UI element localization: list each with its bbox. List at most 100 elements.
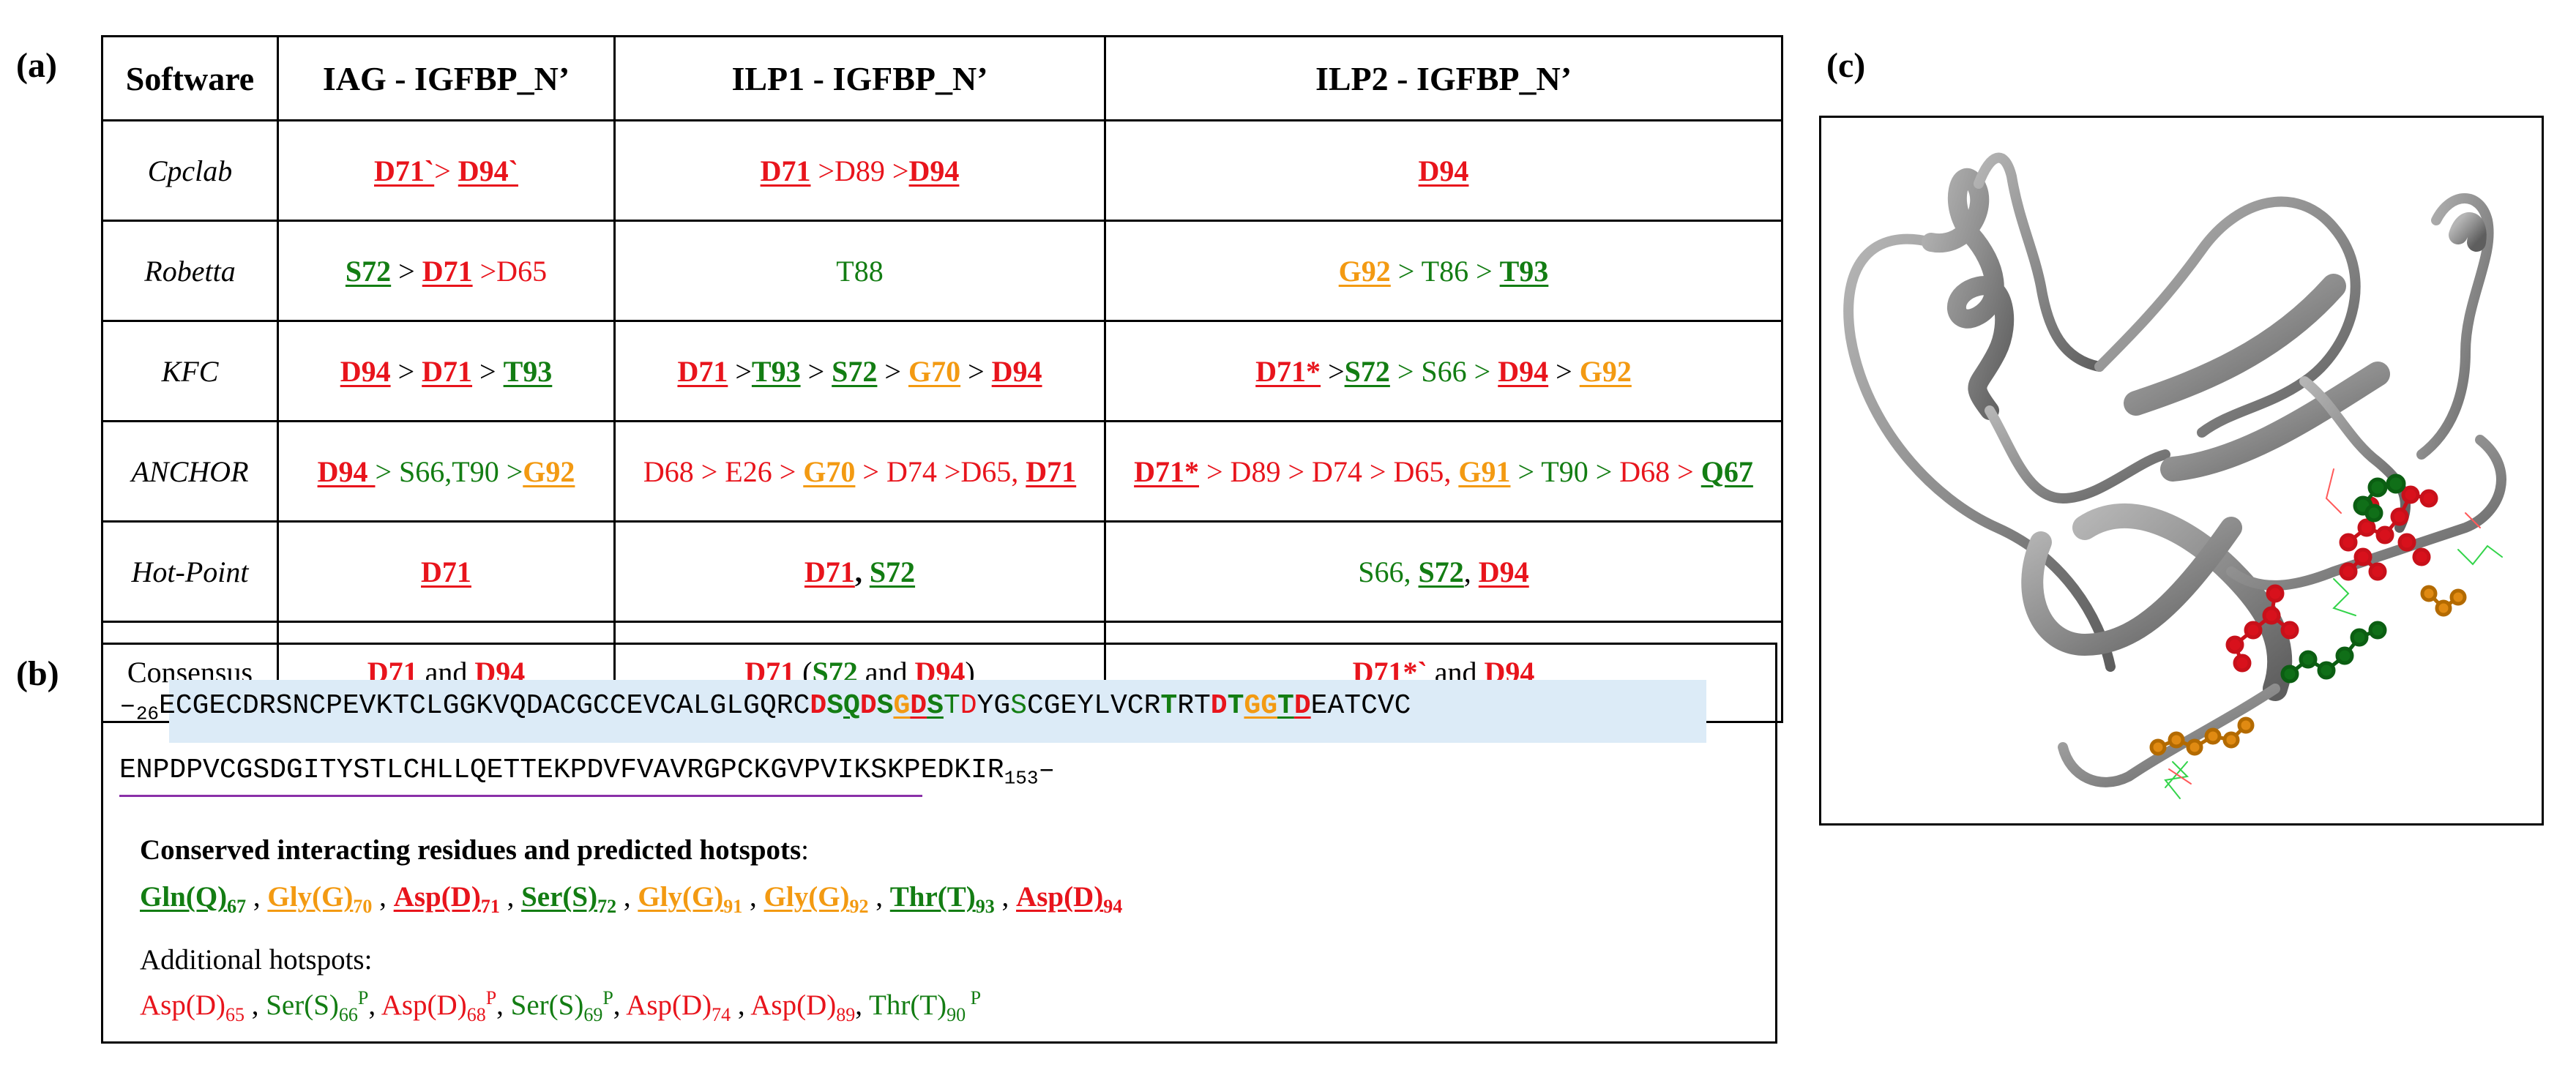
- text-segment: Asp(D): [1016, 881, 1104, 913]
- text-segment: 92: [849, 895, 869, 917]
- hotspot-cell-ilp2: D94: [1104, 119, 1783, 222]
- text-segment: –: [119, 690, 136, 722]
- text-segment: ,: [855, 989, 870, 1021]
- text-segment: > S66 >: [1389, 354, 1498, 388]
- additional-title: Additional hotspots:: [140, 944, 373, 976]
- text-segment: Asp(D): [393, 881, 481, 913]
- hotspot-cell-ilp1: T88: [613, 220, 1106, 322]
- software-name-cell: Hot-Point: [101, 520, 279, 623]
- text-segment: D94: [908, 154, 960, 187]
- ribbon-backbone: [1843, 152, 2506, 787]
- text-segment: ,: [731, 989, 751, 1021]
- text-segment: S72: [345, 254, 392, 288]
- text-segment: 94: [1103, 895, 1123, 917]
- text-segment: Asp(D): [140, 989, 225, 1021]
- text-segment: T: [1277, 690, 1294, 722]
- text-segment: D71: [804, 555, 855, 588]
- additional-hotspots-list: Asp(D)65 , Ser(S)66P, Asp(D)68P, Ser(S)6…: [140, 987, 981, 1026]
- text-segment: G70: [908, 354, 961, 388]
- text-segment: D: [1210, 690, 1228, 722]
- software-name-cell: Robetta: [101, 220, 279, 322]
- text-segment: Gly(G): [267, 881, 354, 913]
- hotspot-cell-iag: S72 > D71 >D65: [277, 220, 616, 322]
- text-segment: D94: [317, 454, 376, 488]
- text-segment: Gln(Q): [140, 881, 228, 913]
- text-segment: S: [927, 690, 944, 722]
- hotspot-side-chains: [2149, 468, 2503, 799]
- text-segment: >: [960, 354, 992, 388]
- text-segment: ,: [372, 881, 394, 913]
- text-segment: Asp(D): [381, 989, 467, 1021]
- text-segment: >: [800, 354, 832, 388]
- text-segment: ,: [854, 555, 870, 588]
- text-segment: D: [859, 690, 877, 722]
- text-segment: 89: [836, 1003, 856, 1025]
- software-name-cell: ANCHOR: [101, 420, 279, 523]
- text-segment: G92: [523, 454, 575, 488]
- text-segment: 93: [975, 895, 995, 917]
- text-segment: D94: [1478, 555, 1529, 588]
- software-name-cell: KFC: [101, 320, 279, 422]
- text-segment: 66: [338, 1003, 358, 1025]
- text-segment: D71: [422, 354, 473, 388]
- text-segment: Asp(D): [750, 989, 837, 1021]
- ser-thr-gln-residues: [2280, 474, 2406, 684]
- conserved-title: Conserved interacting residues and predi…: [140, 834, 810, 866]
- gly-residues: [2149, 585, 2467, 756]
- text-segment: ,: [244, 989, 266, 1021]
- text-segment: ,: [496, 989, 511, 1021]
- hotspot-cell-ilp1: D71, S72: [613, 520, 1106, 623]
- panel-label-a: (a): [16, 46, 57, 85]
- text-segment: Ser(S): [510, 989, 584, 1021]
- text-segment: Q: [843, 690, 860, 722]
- text-segment: Gly(G): [638, 881, 724, 913]
- panel-label-b: (b): [16, 654, 59, 693]
- text-segment: T: [1160, 690, 1178, 722]
- text-segment: Ser(S): [521, 881, 598, 913]
- structure-panel: [1819, 116, 2544, 826]
- text-segment: T: [943, 690, 960, 722]
- text-segment: Q67: [1700, 454, 1753, 488]
- software-name-cell: Cpclab: [101, 119, 279, 222]
- text-segment: D71: [677, 354, 728, 388]
- hotspot-cell-ilp1: D71 >T93 > S72 > G70 > D94: [613, 320, 1106, 422]
- text-segment: S: [826, 690, 844, 722]
- text-segment: D71: [1026, 454, 1077, 488]
- text-segment: > D89 > D74 > D65,: [1199, 454, 1459, 488]
- text-segment: Thr(T): [889, 881, 976, 913]
- text-segment: T93: [1499, 254, 1549, 288]
- text-segment: P: [602, 987, 613, 1008]
- panel-label-c: (c): [1826, 46, 1866, 85]
- text-segment: S72: [1344, 354, 1390, 388]
- text-segment: >: [1321, 354, 1345, 388]
- text-segment: D: [910, 690, 927, 722]
- text-segment: P: [966, 987, 982, 1008]
- text-segment: >: [877, 354, 908, 388]
- hotspot-cell-ilp1: D68 > E26 > G70 > D74 >D65, D71: [613, 420, 1106, 523]
- table-row: ANCHOR D94 > S66,T90 >G92 D68 > E26 > G70 …: [101, 420, 1783, 523]
- text-segment: CGEYLVCR: [1026, 690, 1161, 722]
- text-segment: 74: [712, 1003, 731, 1025]
- text-segment: GG: [1244, 690, 1278, 722]
- text-segment: G91: [1458, 454, 1511, 488]
- text-segment: ,: [868, 881, 890, 913]
- sequence-highlight: [169, 680, 1706, 743]
- table-row: KFC D94 > D71 > T93 D71 >T93 > S72 > G70 >…: [101, 320, 1783, 422]
- text-segment: Thr(T): [869, 989, 947, 1021]
- text-segment: G: [893, 690, 911, 722]
- header-ilp2: ILP2 - IGFBP_N’: [1104, 35, 1783, 121]
- header-software: Software: [101, 35, 279, 121]
- text-segment: 91: [723, 895, 743, 917]
- text-segment: >: [434, 154, 458, 187]
- sequence-panel: –26ECGECDRSNCPEVKTCLGGKVQDACGCCEVCALGLGQ…: [101, 643, 1777, 1044]
- text-segment: D: [960, 690, 977, 722]
- text-segment: >D89 >: [810, 154, 909, 187]
- text-segment: 65: [225, 1003, 244, 1025]
- text-segment: D71`: [374, 154, 435, 187]
- wireframe-residues-red: [2168, 468, 2481, 785]
- hotspot-cell-ilp2: D71* > D89 > D74 > D65, G91 > T90 > D68 …: [1104, 420, 1783, 523]
- text-segment: ,: [246, 881, 268, 913]
- text-segment: T88: [836, 254, 884, 288]
- text-segment: –: [1038, 755, 1056, 786]
- text-segment: 90: [947, 1003, 966, 1025]
